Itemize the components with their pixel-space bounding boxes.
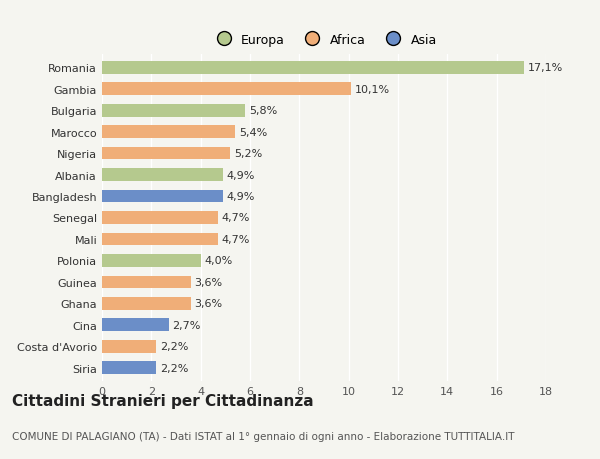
Text: 4,7%: 4,7% <box>221 213 250 223</box>
Bar <box>102 254 200 267</box>
Text: 3,6%: 3,6% <box>194 299 223 309</box>
Bar <box>102 276 191 289</box>
Text: 10,1%: 10,1% <box>355 84 390 95</box>
Text: 4,0%: 4,0% <box>205 256 233 266</box>
Bar <box>102 319 169 332</box>
Bar <box>102 83 351 96</box>
Bar <box>102 297 191 310</box>
Bar <box>102 233 218 246</box>
Bar <box>102 340 156 353</box>
Bar <box>102 147 230 160</box>
Text: COMUNE DI PALAGIANO (TA) - Dati ISTAT al 1° gennaio di ogni anno - Elaborazione : COMUNE DI PALAGIANO (TA) - Dati ISTAT al… <box>12 431 515 441</box>
Text: 4,9%: 4,9% <box>227 170 255 180</box>
Text: 5,8%: 5,8% <box>249 106 277 116</box>
Text: Cittadini Stranieri per Cittadinanza: Cittadini Stranieri per Cittadinanza <box>12 393 314 409</box>
Bar <box>102 126 235 139</box>
Bar <box>102 62 524 74</box>
Text: 17,1%: 17,1% <box>527 63 563 73</box>
Bar <box>102 190 223 203</box>
Bar <box>102 104 245 117</box>
Text: 4,9%: 4,9% <box>227 191 255 202</box>
Text: 5,2%: 5,2% <box>234 149 262 159</box>
Bar <box>102 362 156 375</box>
Text: 3,6%: 3,6% <box>194 277 223 287</box>
Text: 4,7%: 4,7% <box>221 235 250 245</box>
Text: 5,4%: 5,4% <box>239 127 267 137</box>
Bar <box>102 212 218 224</box>
Text: 2,2%: 2,2% <box>160 341 188 352</box>
Text: 2,2%: 2,2% <box>160 363 188 373</box>
Text: 2,7%: 2,7% <box>172 320 200 330</box>
Bar <box>102 169 223 182</box>
Legend: Europa, Africa, Asia: Europa, Africa, Asia <box>206 29 442 52</box>
